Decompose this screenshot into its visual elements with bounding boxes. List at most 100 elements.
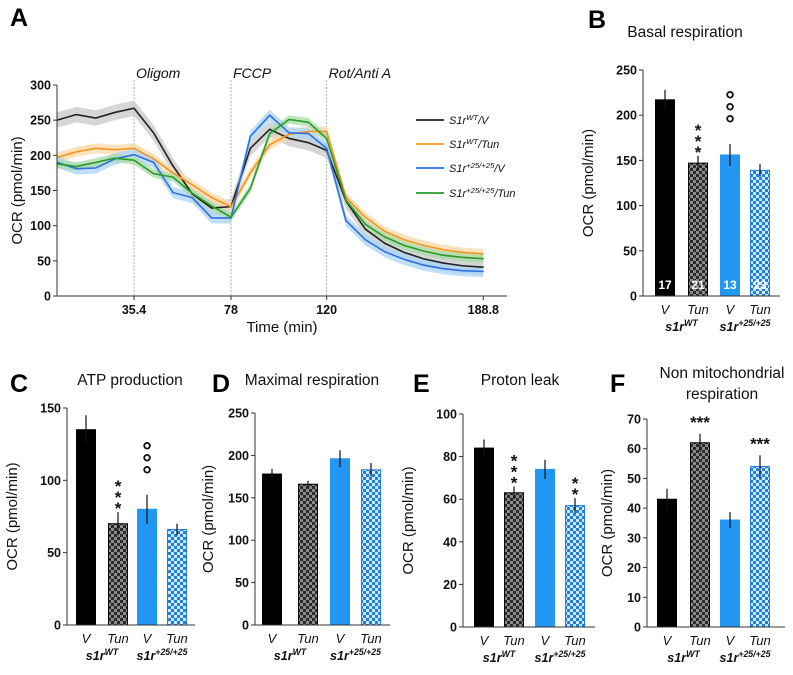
bar [76,429,96,626]
data-point [75,165,77,168]
bar [298,483,318,626]
data-point [133,107,135,109]
panel-title: Basal respiration [627,24,742,41]
y-tick-label: 100 [228,534,249,548]
y-tick-label: 20 [627,561,641,575]
data-point [288,132,290,134]
y-tick-label: 250 [616,64,637,78]
data-point [461,251,463,253]
y-tick-label: 0 [54,619,61,633]
category-label: Tun [297,631,318,646]
category-label: Tun [166,631,187,646]
bar [720,519,740,628]
injection-label: Oligom [136,65,181,81]
marker-glyph: * [572,485,579,504]
y-tick-label: 60 [443,493,457,507]
group-label: s1rWT [665,318,698,334]
y-tick-label: 250 [30,114,51,128]
data-point [133,159,135,161]
y-tick-label: 100 [616,199,637,213]
data-point [133,154,135,156]
data-point [482,258,484,260]
data-point [95,117,97,119]
data-point [75,151,77,153]
marker-glyph: ° [142,450,152,477]
data-point [191,192,193,194]
data-point [269,128,271,130]
legend-label: S1rWT/V [449,113,490,128]
x-tick-label: 188.8 [468,303,499,317]
y-tick-label: 200 [30,149,51,163]
label-superscript: WT [466,137,479,146]
panel-title: Proton leak [481,372,560,389]
marker-glyph: * [695,143,702,162]
data-point [95,167,97,169]
data-point [364,216,366,218]
bar [655,99,675,297]
y-tick-label: 50 [235,576,249,590]
y-tick-label: 300 [30,79,51,93]
marker-glyph: ° [142,438,152,465]
marker-glyph: * [511,473,518,492]
panel-a: A Oligom FCCP Rot/Anti A 0 50 100 150 200 250 300 3… [9,4,516,336]
data-point [95,147,97,149]
category-label: Tun [564,633,585,648]
data-point [422,258,425,260]
x-tick-label: 35.4 [122,303,146,317]
label-superscript: +25/+25 [466,186,495,195]
y-tick-label: 40 [627,502,641,516]
y-tick-label: 0 [450,621,457,635]
data-point [211,196,213,199]
legend-label: S1rWT/Tun [449,137,499,152]
data-point [172,176,174,178]
panel-letter: D [212,370,230,398]
significance-marker: * * [572,474,579,504]
group-label: s1rWT [667,649,700,665]
label-base: s1r [330,649,350,663]
data-point [364,223,366,225]
category-label: Tun [689,633,710,648]
data-point [442,267,444,270]
data-point [249,187,251,189]
y-tick-label: 100 [40,474,61,488]
label-base: s1r [535,651,555,665]
significance-marker: *** [750,434,770,453]
legend-label: S1r+25/+25/V [449,161,506,176]
y-axis-label: OCR (pmol/min) [580,129,597,237]
legend: S1rWT/VS1rWT/TunS1r+25/+25/VS1r+25/+25/T… [416,113,516,200]
bar [361,469,381,626]
label-base: s1r [86,649,106,663]
panel-letter: C [10,370,28,398]
data-point [269,144,271,146]
data-point [230,216,232,218]
data-point [461,270,463,272]
y-tick-label: 50 [623,244,637,258]
y-tick-label: 150 [616,154,637,168]
category-label: Tun [749,302,770,317]
group-label: s1r+25/+25 [535,649,586,665]
category-label: V [663,633,673,648]
label-base: s1r [667,651,687,665]
bar [108,523,128,626]
y-tick-label: 0 [242,619,249,633]
label-suffix: /V [493,163,506,175]
data-point [384,251,386,253]
label-superscript: WT [502,649,516,659]
data-point [307,121,310,123]
y-axis-label: OCR (pmol/min) [599,469,616,577]
data-point [230,206,232,208]
bar [167,529,187,626]
data-point [345,220,347,222]
y-tick-label: 30 [627,531,641,545]
label-superscript: WT [466,113,479,122]
panel-title: Non mitochondrial [660,365,785,382]
data-point [345,199,347,201]
bar [657,498,677,628]
y-axis-label: OCR (pmol/min) [9,136,26,244]
data-point [442,248,444,251]
group-label: s1r+25/+25 [720,318,771,334]
data-point [95,161,97,163]
data-point [211,205,213,207]
